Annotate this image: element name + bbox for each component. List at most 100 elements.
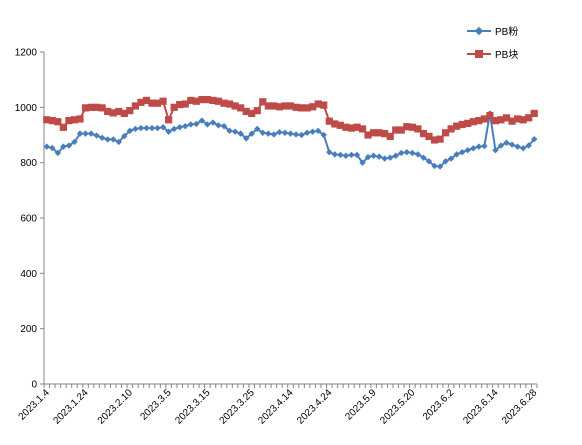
data-point [431, 162, 438, 170]
data-point [392, 126, 400, 134]
data-point [148, 124, 156, 132]
data-point [126, 127, 134, 135]
data-point [436, 135, 444, 143]
data-point [248, 109, 256, 118]
data-point [519, 116, 527, 124]
data-point [492, 147, 499, 154]
data-point [425, 158, 433, 165]
data-point [231, 128, 239, 135]
data-point [270, 102, 278, 110]
data-point [104, 136, 111, 143]
data-point [303, 104, 311, 112]
data-point [447, 155, 455, 162]
data-point [148, 99, 156, 107]
data-point [93, 103, 101, 111]
data-point [192, 97, 200, 105]
data-point [110, 136, 117, 143]
data-point [214, 97, 223, 105]
data-point [242, 107, 250, 116]
data-point [514, 115, 522, 123]
data-point [386, 132, 394, 140]
data-point [419, 130, 428, 138]
data-point [98, 134, 106, 141]
data-point [165, 116, 173, 124]
data-point [336, 121, 344, 129]
data-point [170, 125, 178, 133]
data-point [220, 122, 228, 130]
data-point [309, 128, 316, 135]
data-point [220, 99, 228, 107]
data-point [204, 121, 211, 128]
data-point [297, 104, 306, 112]
data-point [82, 130, 89, 137]
data-point [198, 95, 206, 104]
data-point [198, 117, 206, 124]
data-point [281, 129, 289, 136]
data-point [508, 117, 516, 125]
data-point [153, 99, 162, 107]
data-point [442, 129, 450, 137]
data-point [187, 121, 194, 128]
series-1 [43, 95, 538, 144]
x-tick-label: 2023.3.5 [138, 387, 174, 423]
data-point [292, 103, 300, 111]
data-point [364, 131, 372, 139]
data-point [187, 96, 195, 105]
data-point [408, 123, 416, 131]
data-point [120, 109, 128, 118]
data-point [497, 116, 505, 124]
data-point [264, 102, 272, 110]
data-point [159, 124, 167, 131]
data-point [375, 129, 383, 137]
data-point [430, 136, 439, 144]
data-point [176, 100, 184, 109]
data-point [381, 155, 388, 162]
data-point [414, 151, 422, 158]
data-point [165, 128, 172, 135]
data-point [369, 129, 378, 137]
data-point [203, 95, 212, 104]
data-point [481, 142, 488, 150]
data-point [54, 118, 62, 126]
y-tick-label: 0 [31, 380, 37, 391]
data-point [253, 107, 261, 115]
data-point [265, 130, 272, 137]
data-point [71, 138, 78, 146]
data-point [237, 130, 244, 137]
x-tick-label: 2023.3.15 [173, 387, 213, 427]
data-point [181, 100, 189, 108]
data-point [392, 152, 399, 159]
legend-item-pb-fen: PB粉 [467, 25, 518, 38]
x-tick-label: 2023.2.10 [96, 387, 136, 427]
data-point [314, 100, 322, 108]
x-tick-label: 2023.6.14 [461, 387, 501, 427]
data-point [154, 124, 161, 132]
data-point [104, 107, 112, 116]
data-point [43, 116, 51, 124]
y-tick-label: 200 [20, 324, 37, 335]
data-point [531, 135, 538, 143]
data-point [342, 123, 350, 131]
data-point [491, 117, 500, 125]
data-point [49, 144, 56, 152]
data-point [480, 115, 488, 123]
data-point [508, 141, 516, 148]
data-point [309, 103, 317, 111]
data-point [458, 120, 466, 129]
data-point [137, 124, 145, 132]
data-point [281, 102, 289, 110]
data-point [303, 129, 311, 136]
data-point [215, 122, 222, 129]
data-point [459, 148, 466, 156]
data-point [414, 125, 422, 133]
data-point [475, 143, 483, 150]
data-point [497, 142, 505, 149]
data-point [43, 143, 50, 150]
data-point [370, 152, 377, 159]
data-point [93, 132, 100, 139]
data-point [142, 96, 151, 105]
data-point [237, 104, 245, 112]
data-point [364, 153, 372, 161]
data-point [447, 125, 455, 133]
x-tick-label: 2023.1.4 [17, 387, 53, 423]
